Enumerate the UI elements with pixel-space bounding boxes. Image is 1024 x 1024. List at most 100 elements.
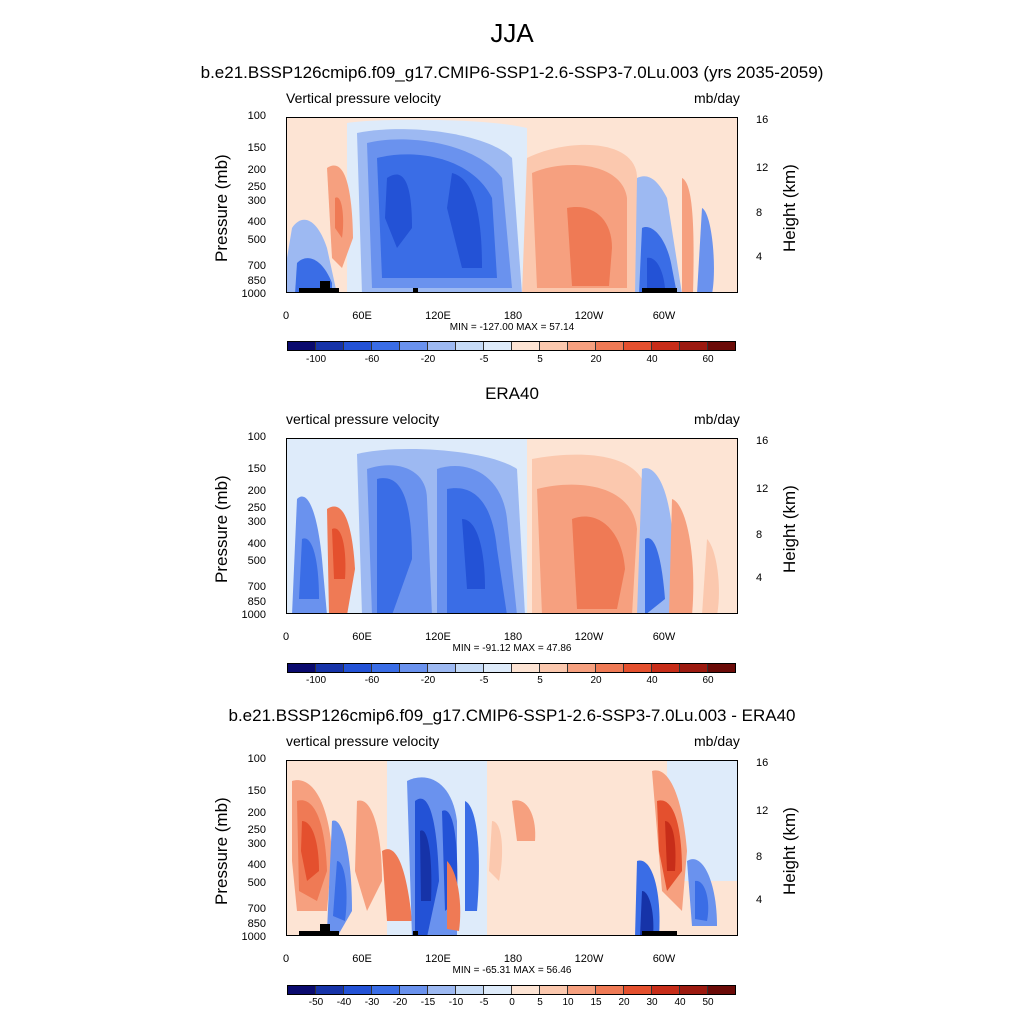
y-tick-label: 250 — [247, 824, 266, 836]
panel-2-right-axis-title: Height (km) — [780, 485, 799, 573]
panel-1-right-axis-title: Height (km) — [780, 164, 799, 252]
x-tick-label: 60E — [352, 310, 372, 322]
y-tick-label: 500 — [247, 234, 266, 246]
colorbar-label: 5 — [537, 354, 543, 365]
x-tick-label: 60W — [652, 953, 676, 965]
height-tick-label: 8 — [756, 207, 763, 219]
colorbar-label: -50 — [308, 997, 324, 1008]
colorbar-swatch — [680, 986, 708, 994]
colorbar-label: -20 — [392, 997, 408, 1008]
panel-2-colorbar — [287, 663, 736, 673]
colorbar-swatch — [568, 664, 596, 672]
height-tick-label: 12 — [756, 805, 769, 817]
panel-1-title: b.e21.BSSP126cmip6.f09_g17.CMIP6-SSP1-2.… — [200, 63, 824, 82]
x-tick-label: 60E — [352, 953, 372, 965]
height-tick-label: 16 — [756, 435, 769, 447]
colorbar-swatch — [288, 986, 316, 994]
y-tick-label: 700 — [247, 260, 266, 272]
x-tick-label: 120E — [425, 953, 451, 965]
colorbar-swatch — [344, 342, 372, 350]
colorbar-swatch — [372, 664, 400, 672]
colorbar-swatch — [568, 986, 596, 994]
colorbar-label: 30 — [646, 997, 658, 1008]
colorbar-swatch — [680, 664, 708, 672]
y-tick-label: 700 — [247, 903, 266, 915]
y-tick-label: 100 — [247, 431, 266, 443]
y-tick-label: 300 — [247, 516, 266, 528]
height-tick-label: 12 — [756, 162, 769, 174]
colorbar-label: -40 — [336, 997, 352, 1008]
colorbar-swatch — [428, 664, 456, 672]
panel-2-min-max: MIN = -91.12 MAX = 47.86 — [452, 643, 572, 654]
colorbar-swatch — [372, 986, 400, 994]
colorbar-swatch — [568, 342, 596, 350]
y-tick-label: 150 — [247, 785, 266, 797]
colorbar-swatch — [372, 342, 400, 350]
colorbar-label: 10 — [562, 997, 574, 1008]
colorbar-label: -60 — [364, 354, 380, 365]
colorbar-swatch — [596, 986, 624, 994]
colorbar-label: -15 — [420, 997, 436, 1008]
colorbar-label: -5 — [479, 675, 489, 686]
colorbar-label: 40 — [674, 997, 686, 1008]
height-tick-label: 12 — [756, 483, 769, 495]
panel-3-right-axis-title: Height (km) — [780, 807, 799, 895]
y-tick-label: 300 — [247, 838, 266, 850]
colorbar-swatch — [624, 342, 652, 350]
x-tick-label: 0 — [282, 310, 290, 322]
colorbar-swatch — [512, 342, 540, 350]
colorbar-swatch — [316, 664, 344, 672]
panel-2-title: ERA40 — [485, 384, 539, 403]
y-tick-label: 400 — [247, 216, 266, 228]
colorbar-swatch — [484, 342, 512, 350]
colorbar-swatch — [512, 664, 540, 672]
colorbar-swatch — [400, 986, 428, 994]
colorbar-swatch — [512, 986, 540, 994]
x-tick-label: 0 — [282, 631, 290, 643]
x-tick-label: 120W — [574, 310, 604, 322]
panel-3-variable-label: vertical pressure velocity — [286, 733, 440, 749]
y-tick-label: 500 — [247, 555, 266, 567]
colorbar-label: -100 — [305, 354, 326, 365]
colorbar-swatch — [596, 664, 624, 672]
y-tick-label: 850 — [247, 596, 266, 608]
colorbar-label: 60 — [702, 354, 714, 365]
panel-3-heatmap — [287, 761, 737, 935]
x-tick-label: 60W — [652, 310, 676, 322]
y-tick-label: 850 — [247, 918, 266, 930]
colorbar-swatch — [456, 664, 484, 672]
colorbar-swatch — [596, 342, 624, 350]
panel-3-min-max: MIN = -65.31 MAX = 56.46 — [452, 965, 572, 976]
height-tick-label: 8 — [756, 851, 763, 863]
colorbar-label: -20 — [420, 675, 436, 686]
y-tick-label: 100 — [247, 110, 266, 122]
x-tick-label: 60E — [352, 631, 372, 643]
x-tick-label: 120W — [574, 631, 604, 643]
y-tick-label: 400 — [247, 538, 266, 550]
y-tick-label: 1000 — [241, 931, 266, 943]
panel-2-heatmap — [287, 439, 737, 613]
y-tick-label: 400 — [247, 859, 266, 871]
panel-2-plot-area — [286, 438, 738, 614]
panel-1-colorbar — [287, 341, 736, 351]
colorbar-label: 20 — [590, 675, 602, 686]
colorbar-swatch — [400, 342, 428, 350]
y-tick-label: 250 — [247, 502, 266, 514]
x-tick-label: 60W — [652, 631, 676, 643]
colorbar-label: 20 — [590, 354, 602, 365]
colorbar-swatch — [316, 986, 344, 994]
height-tick-label: 16 — [756, 114, 769, 126]
colorbar-label: 20 — [618, 997, 630, 1008]
colorbar-label: 5 — [537, 997, 543, 1008]
y-tick-label: 850 — [247, 275, 266, 287]
colorbar-label: -30 — [364, 997, 380, 1008]
colorbar-label: 50 — [702, 997, 714, 1008]
colorbar-swatch — [540, 664, 568, 672]
x-tick-label: 120E — [425, 631, 451, 643]
panel-3-plot-area — [286, 760, 738, 936]
colorbar-swatch — [484, 664, 512, 672]
height-tick-label: 8 — [756, 529, 763, 541]
colorbar-swatch — [288, 664, 316, 672]
colorbar-swatch — [344, 664, 372, 672]
panel-3-units-label: mb/day — [694, 733, 740, 749]
